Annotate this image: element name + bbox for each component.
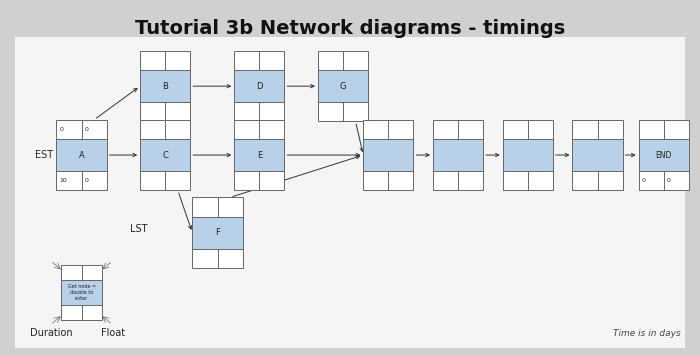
Text: Float: Float xyxy=(101,329,125,339)
Bar xyxy=(234,103,284,121)
Bar xyxy=(140,139,190,171)
Bar xyxy=(193,198,243,216)
Text: D: D xyxy=(256,82,262,91)
Bar xyxy=(193,216,243,249)
Bar xyxy=(573,171,622,190)
Bar xyxy=(363,171,414,190)
Bar xyxy=(433,120,483,139)
Bar xyxy=(638,120,689,139)
Text: Time is in days: Time is in days xyxy=(613,329,681,338)
Bar xyxy=(318,70,368,103)
Bar xyxy=(234,120,284,139)
Bar xyxy=(503,120,553,139)
Text: C: C xyxy=(162,151,168,159)
Bar xyxy=(573,139,622,171)
Bar xyxy=(140,103,190,121)
Bar xyxy=(503,171,553,190)
Bar xyxy=(140,120,190,139)
Text: EST: EST xyxy=(35,150,53,160)
Text: 10: 10 xyxy=(60,178,67,183)
Bar xyxy=(318,51,368,70)
Text: END: END xyxy=(656,151,672,159)
Text: 0: 0 xyxy=(85,127,88,132)
Bar xyxy=(140,171,190,190)
Bar xyxy=(433,139,483,171)
Bar xyxy=(503,139,553,171)
Bar xyxy=(234,70,284,103)
Bar xyxy=(57,171,106,190)
Bar xyxy=(57,120,106,139)
Text: 0: 0 xyxy=(641,178,645,183)
Text: F: F xyxy=(215,228,220,237)
Bar xyxy=(234,139,284,171)
Bar xyxy=(61,280,102,305)
Bar xyxy=(193,249,243,268)
Bar xyxy=(234,171,284,190)
Bar xyxy=(433,171,483,190)
Text: B: B xyxy=(162,82,168,91)
Bar xyxy=(234,51,284,70)
Text: 0: 0 xyxy=(666,178,671,183)
Bar xyxy=(140,70,190,103)
Bar xyxy=(15,37,685,347)
Bar xyxy=(61,305,102,320)
Text: 0: 0 xyxy=(85,178,88,183)
Bar xyxy=(638,171,689,190)
Text: G: G xyxy=(340,82,346,91)
Bar xyxy=(140,51,190,70)
Bar xyxy=(573,120,622,139)
Bar xyxy=(57,139,106,171)
Text: 0: 0 xyxy=(60,127,63,132)
Text: Get node =
double to
enter: Get node = double to enter xyxy=(67,284,96,302)
Text: Duration: Duration xyxy=(30,329,73,339)
Bar xyxy=(318,103,368,121)
Text: Tutorial 3b Network diagrams - timings: Tutorial 3b Network diagrams - timings xyxy=(135,19,565,38)
Text: LST: LST xyxy=(130,224,148,234)
Bar xyxy=(363,139,414,171)
Text: A: A xyxy=(78,151,85,159)
Bar xyxy=(363,120,414,139)
Bar xyxy=(638,139,689,171)
Bar xyxy=(61,265,102,280)
Text: E: E xyxy=(257,151,262,159)
